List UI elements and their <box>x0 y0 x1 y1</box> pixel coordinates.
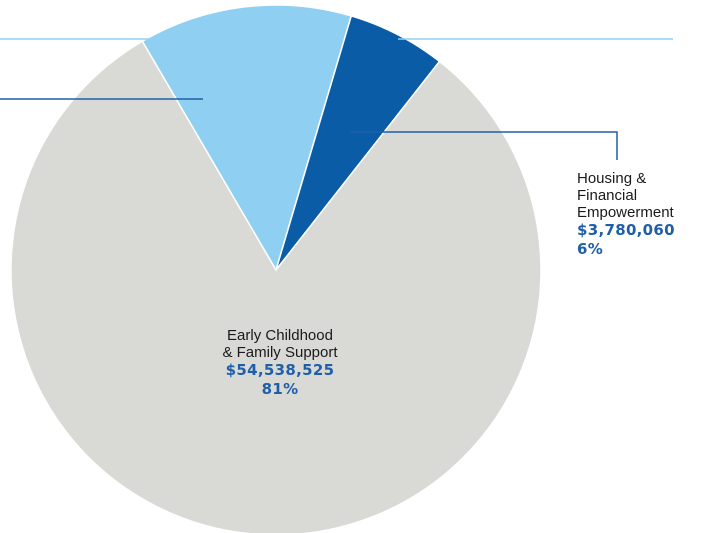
pie-slices <box>11 5 541 533</box>
slice-percent: 81% <box>170 380 390 399</box>
slice-label-housing: Housing & Financial Empowerment $3,780,0… <box>577 170 717 259</box>
slice-amount: $3,780,060 <box>577 221 717 240</box>
slice-amount: $54,538,525 <box>170 361 390 380</box>
slice-percent: 6% <box>577 240 717 259</box>
slice-name-line: Financial <box>577 187 717 204</box>
slice-name-line: Empowerment <box>577 204 717 221</box>
slice-label-early-childhood: Early Childhood & Family Support $54,538… <box>170 327 390 399</box>
slice-name-line: Early Childhood <box>170 327 390 344</box>
slice-name-line: Housing & <box>577 170 717 187</box>
slice-name-line: & Family Support <box>170 344 390 361</box>
